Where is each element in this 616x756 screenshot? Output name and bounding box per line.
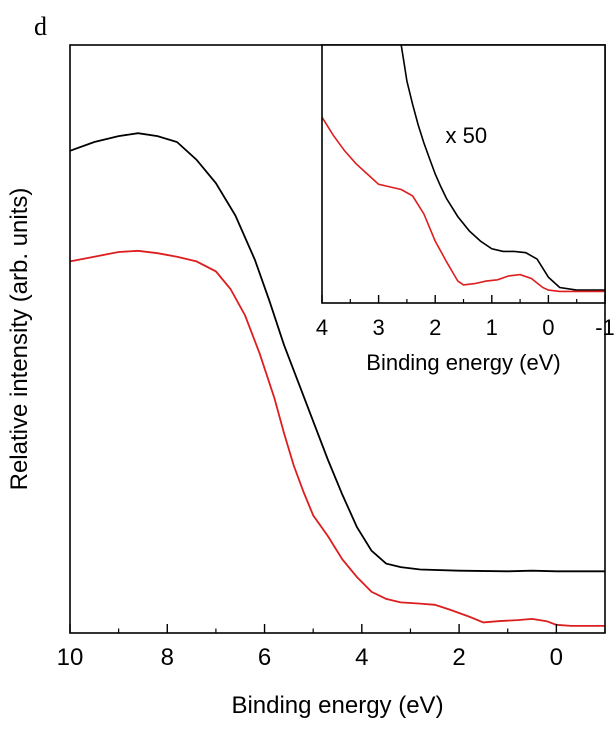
inset-x-tick-label: 3 bbox=[372, 315, 384, 340]
main-x-tick-label: 2 bbox=[452, 644, 465, 671]
inset-x-tick-label: -1 bbox=[595, 315, 615, 340]
inset-annotation-label: x 50 bbox=[446, 123, 488, 148]
main-x-tick-label: 4 bbox=[355, 644, 368, 671]
inset-background bbox=[322, 45, 605, 303]
inset-x-tick-label: 4 bbox=[316, 315, 328, 340]
main-y-axis-label: Relative intensity (arb. units) bbox=[6, 188, 33, 491]
inset-x-axis-label: Binding energy (eV) bbox=[366, 350, 560, 375]
inset-chart: 4 3 2 1 0 -1 Binding energy (eV) x 50 bbox=[316, 45, 615, 375]
inset-x-tick-label: 1 bbox=[486, 315, 498, 340]
main-x-tick-label: 0 bbox=[550, 644, 563, 671]
main-x-axis-label: Binding energy (eV) bbox=[231, 692, 443, 719]
main-series-line-2 bbox=[70, 251, 605, 626]
inset-x-tick-label: 2 bbox=[429, 315, 441, 340]
inset-x-tick-label: 0 bbox=[542, 315, 554, 340]
main-x-tick-label: 8 bbox=[161, 644, 174, 671]
main-x-tick-label: 6 bbox=[258, 644, 271, 671]
main-x-tick-label: 10 bbox=[57, 644, 84, 671]
